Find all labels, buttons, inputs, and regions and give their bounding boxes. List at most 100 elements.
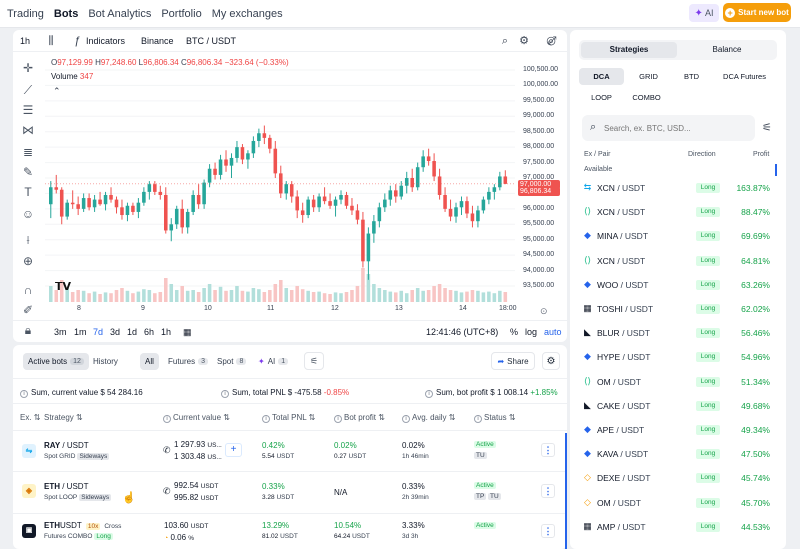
- table-row[interactable]: ▣ ETHUSDT 10x Cross Futures COMBO Long 103…: [13, 514, 567, 549]
- indicators-button[interactable]: Indicators: [86, 36, 126, 46]
- filter-sliders-icon[interactable]: ⚟: [762, 122, 772, 134]
- start-new-bot-button[interactable]: + Start new bot: [723, 3, 791, 22]
- nav-portfolio[interactable]: Portfolio: [161, 7, 202, 20]
- range-1m[interactable]: 1m: [74, 327, 87, 337]
- log-toggle[interactable]: log: [525, 327, 538, 337]
- type-loop[interactable]: LOOP: [591, 93, 612, 102]
- brush-icon[interactable]: ✎: [22, 165, 34, 179]
- camera-icon[interactable]: ◎: [546, 35, 556, 47]
- header-avg-daily[interactable]: i Avg. daily ⇅: [402, 413, 455, 423]
- tab-active-bots[interactable]: Active bots 12: [23, 353, 89, 370]
- header-strategy[interactable]: Strategy ⇅: [44, 413, 83, 422]
- col-direction[interactable]: Direction: [688, 151, 716, 158]
- emoji-icon[interactable]: ☺: [21, 207, 35, 221]
- pair-row[interactable]: ▦ AMP / USDT Long 44.53%: [570, 515, 786, 539]
- range-6h[interactable]: 6h: [144, 327, 155, 337]
- pair-row[interactable]: ◆ KAVA / USDT Long 47.50%: [570, 442, 786, 466]
- filter-ai[interactable]: ✦ AI 1: [253, 353, 293, 370]
- exchange-label[interactable]: Binance: [141, 36, 174, 46]
- pair-row[interactable]: ◣ CAKE / USDT Long 49.68%: [570, 394, 786, 418]
- pattern-icon[interactable]: ⋈: [22, 123, 34, 137]
- zoom-in-icon[interactable]: ⊕: [22, 254, 34, 268]
- axis-settings-icon[interactable]: ⊙: [540, 306, 548, 316]
- pair-row[interactable]: ◇ DEXE / USDT Long 45.74%: [570, 466, 786, 490]
- row-menu-button[interactable]: ⋮: [541, 443, 555, 457]
- header-ex[interactable]: Ex. ⇅: [20, 413, 41, 422]
- pair-row[interactable]: ▦ TOSHI / USDT Long 62.02%: [570, 297, 786, 321]
- range-1h[interactable]: 1h: [161, 327, 172, 337]
- range-1d[interactable]: 1d: [127, 327, 138, 337]
- lock-icon[interactable]: 🔒︎: [24, 323, 32, 337]
- tab-balance[interactable]: Balance: [712, 45, 742, 54]
- type-dca[interactable]: DCA: [579, 68, 624, 85]
- ruler-icon[interactable]: ⟊: [26, 233, 30, 247]
- tab-history[interactable]: History: [88, 353, 123, 370]
- exchange-logo-icon: ⇋: [22, 444, 36, 458]
- candle: [213, 168, 217, 175]
- col-pair[interactable]: Ex / Pair: [584, 151, 611, 158]
- settings-icon[interactable]: ⚙: [519, 35, 529, 47]
- nav-trading[interactable]: Trading: [7, 7, 44, 20]
- zoom-search-icon[interactable]: ⌕: [501, 35, 509, 47]
- header-current-value[interactable]: i Current value ⇅: [163, 413, 230, 423]
- tab-strategies[interactable]: Strategies: [581, 42, 677, 58]
- nav-bots[interactable]: Bots: [53, 7, 79, 20]
- pair-row[interactable]: ⟨⟩ OM / USDT Long 51.34%: [570, 370, 786, 394]
- text-icon[interactable]: T: [24, 185, 32, 199]
- type-dca-futures[interactable]: DCA Futures: [723, 72, 766, 81]
- pair-row[interactable]: ⇆ XCN / USDT Long 163.87%: [570, 176, 786, 200]
- nav-my-exchanges[interactable]: My exchanges: [211, 7, 283, 20]
- magnet-icon[interactable]: ∩: [23, 283, 33, 297]
- pair-row[interactable]: ◣ BLUR / USDT Long 56.46%: [570, 321, 786, 345]
- type-combo[interactable]: COMBO: [632, 93, 661, 102]
- filter-settings-button[interactable]: ⚟: [304, 352, 324, 370]
- row-quote: USDT: [60, 521, 82, 530]
- range-7d[interactable]: 7d: [93, 327, 104, 337]
- row-profit: 64.24: [334, 533, 351, 540]
- pair-label[interactable]: BTC / USDT: [186, 36, 237, 46]
- table-scrollbar[interactable]: [565, 433, 567, 549]
- filter-spot[interactable]: Spot 8: [212, 353, 251, 370]
- type-btd[interactable]: BTD: [684, 72, 699, 81]
- range-3d[interactable]: 3d: [110, 327, 121, 337]
- header-status[interactable]: i Status ⇅: [474, 413, 516, 423]
- search-input[interactable]: [604, 120, 744, 136]
- table-row[interactable]: ⇋ RAY / USDT Spot GRID Sideways ✆ 1 297.9…: [13, 431, 567, 471]
- row-menu-button[interactable]: ⋮: [541, 484, 555, 498]
- collapse-legend-icon[interactable]: ⌃: [53, 86, 61, 96]
- nav-bot-analytics[interactable]: Bot Analytics: [88, 7, 152, 20]
- filter-futures[interactable]: Futures 3: [163, 353, 213, 370]
- add-funds-button[interactable]: +: [225, 443, 242, 457]
- interval-button[interactable]: 1h: [20, 36, 31, 46]
- table-settings-button[interactable]: ⚙: [542, 352, 560, 370]
- calendar-icon[interactable]: ▦: [183, 327, 192, 337]
- crosshair-icon[interactable]: ✛: [22, 61, 34, 75]
- list-scrollbar[interactable]: [775, 164, 777, 176]
- pair-row[interactable]: ◆ MINA / USDT Long 69.69%: [570, 224, 786, 248]
- header-total-pnl[interactable]: i Total PNL ⇅: [262, 413, 315, 423]
- pair-row[interactable]: ◆ WOO / USDT Long 63.26%: [570, 273, 786, 297]
- range-3m[interactable]: 3m: [54, 327, 67, 337]
- fullscreen-icon[interactable]: ⤢: [547, 35, 557, 47]
- pair-row[interactable]: ⟨⟩ XCN / USDT Long 88.47%: [570, 200, 786, 224]
- row-menu-button[interactable]: ⋮: [541, 524, 555, 538]
- table-row[interactable]: ◈ ETH / USDT Spot LOOP Sideways ☝ ✆ 992.5…: [13, 472, 567, 512]
- type-grid[interactable]: GRID: [639, 72, 658, 81]
- ai-button[interactable]: ✦ AI: [689, 4, 719, 22]
- pair-row[interactable]: ⟨⟩ XCN / USDT Long 64.81%: [570, 249, 786, 273]
- percent-toggle[interactable]: %: [510, 327, 519, 337]
- header-bot-profit[interactable]: i Bot profit ⇅: [334, 413, 385, 423]
- candle-type-icon[interactable]: ⫼: [48, 35, 54, 47]
- pair-row[interactable]: ◇ OM / USDT Long 45.70%: [570, 491, 786, 515]
- lock-drawing-icon[interactable]: ✐: [22, 303, 34, 317]
- share-button[interactable]: ➦ Share: [491, 352, 535, 370]
- pair-row[interactable]: ◆ APE / USDT Long 49.34%: [570, 418, 786, 442]
- trendline-icon[interactable]: ⟋: [23, 83, 33, 97]
- horizontal-lines-icon[interactable]: ☰: [22, 103, 34, 117]
- price-chart[interactable]: [45, 58, 515, 303]
- auto-toggle[interactable]: auto: [544, 327, 562, 337]
- fib-icon[interactable]: ≣: [22, 145, 34, 159]
- filter-all[interactable]: All: [140, 353, 159, 370]
- col-profit[interactable]: Profit: [753, 151, 770, 158]
- pair-row[interactable]: ◆ HYPE / USDT Long 54.96%: [570, 345, 786, 369]
